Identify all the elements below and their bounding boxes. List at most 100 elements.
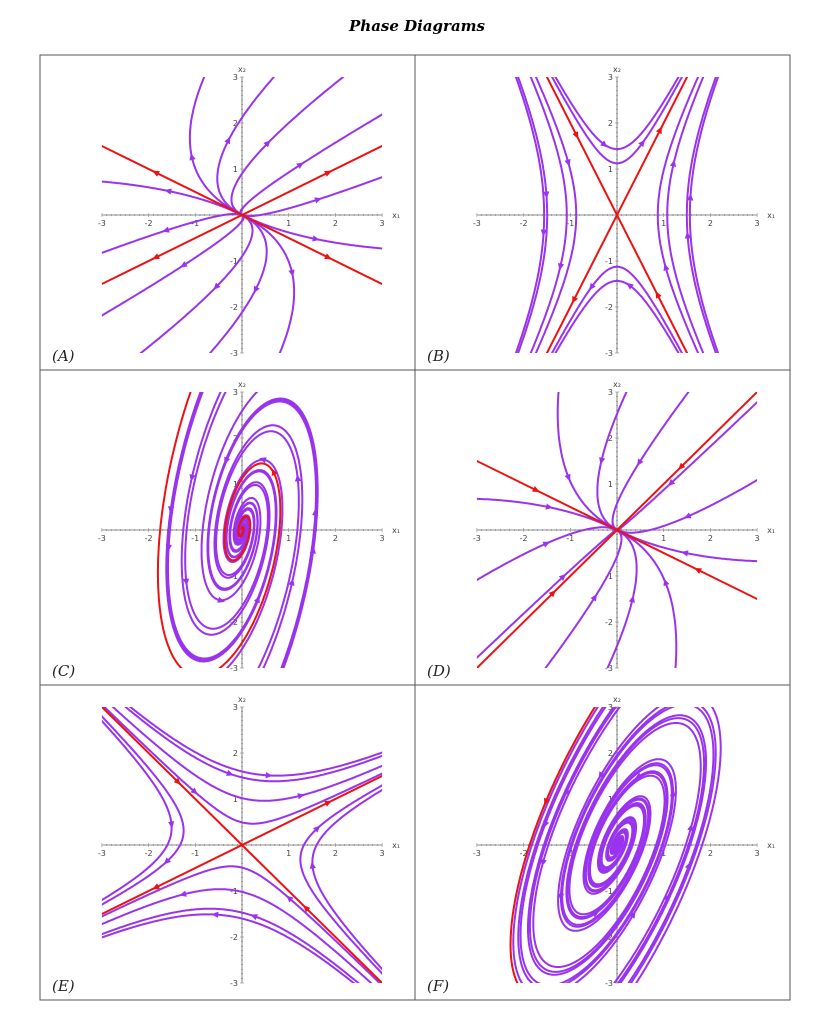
- arrowhead: [253, 595, 260, 604]
- x-axis-label: x₁: [767, 211, 775, 220]
- trajectory: [685, 77, 717, 353]
- y-tick-label: -2: [605, 618, 613, 627]
- trajectory: [550, 77, 684, 165]
- curves: [156, 392, 319, 668]
- x-tick-label: -2: [520, 534, 528, 543]
- trajectory: [512, 707, 677, 983]
- arrowhead: [224, 136, 231, 145]
- arrowhead: [558, 573, 567, 582]
- y-tick-label: -1: [230, 257, 238, 266]
- arrowhead: [684, 231, 691, 239]
- arrowhead: [540, 858, 547, 867]
- trajectory: [206, 397, 319, 668]
- y-tick-label: -3: [230, 979, 238, 988]
- arrowhead: [189, 474, 196, 482]
- y-tick-label: -1: [605, 257, 613, 266]
- arrowhead: [286, 895, 294, 903]
- y-tick-label: 2: [233, 119, 238, 128]
- arrowhead: [288, 578, 295, 586]
- trajectory: [611, 392, 690, 531]
- x-tick-label: 1: [286, 219, 291, 228]
- arrowhead: [168, 821, 175, 829]
- y-tick-label: -2: [230, 303, 238, 312]
- arrowhead: [564, 788, 571, 797]
- phase-panel: -3 -2 -1 1 2 3 3 2 1 -1 -2 -3 x₁ x₂ (D): [427, 380, 775, 680]
- panel-label: (A): [52, 347, 75, 365]
- y-tick-label: 3: [233, 703, 238, 712]
- trajectory: [101, 212, 242, 254]
- arrowhead: [152, 253, 160, 260]
- trajectory: [216, 77, 276, 216]
- y-tick-label: -3: [230, 349, 238, 358]
- y-tick-label: -3: [605, 349, 613, 358]
- arrowhead: [259, 457, 267, 464]
- arrowhead: [687, 193, 694, 201]
- trajectory: [242, 176, 383, 218]
- arrowhead: [543, 820, 550, 829]
- y-axis-label: x₂: [238, 380, 246, 389]
- y-tick-label: 3: [608, 73, 613, 82]
- arrowhead: [312, 235, 320, 242]
- y-tick-label: 2: [608, 119, 613, 128]
- arrowhead: [309, 861, 316, 869]
- arrowhead: [564, 158, 571, 167]
- y-tick-label: -1: [605, 572, 613, 581]
- x-tick-label: -3: [98, 219, 106, 228]
- x-tick-label: -2: [145, 849, 153, 858]
- arrowhead: [324, 253, 332, 260]
- y-tick-label: 1: [608, 165, 613, 174]
- y-axis-label: x₂: [238, 695, 246, 704]
- trajectory: [554, 279, 680, 353]
- arrowhead: [179, 890, 187, 897]
- trajectory: [476, 526, 617, 582]
- trajectory: [514, 77, 546, 353]
- trajectory: [101, 714, 185, 906]
- arrowhead: [572, 131, 579, 139]
- phase-panel: -3 -2 -1 1 2 3 3 2 1 -1 -2 -3 x₁ x₂ (B): [427, 65, 775, 365]
- arrowhead: [629, 911, 636, 919]
- x-tick-label: 2: [333, 219, 338, 228]
- arrowhead: [544, 797, 550, 806]
- y-tick-label: 3: [233, 388, 238, 397]
- arrowhead: [678, 462, 686, 470]
- x-tick-label: -2: [145, 534, 153, 543]
- arrowhead: [680, 550, 689, 557]
- trajectory: [550, 265, 684, 353]
- x-tick-label: 1: [661, 849, 666, 858]
- arrowhead: [213, 282, 221, 290]
- arrowhead: [164, 188, 172, 195]
- x-tick-label: 2: [708, 849, 713, 858]
- arrowhead: [655, 126, 662, 135]
- trajectory: [617, 478, 758, 534]
- y-axis-label: x₂: [238, 65, 246, 74]
- panel-label: (D): [427, 662, 451, 680]
- arrowhead: [182, 578, 190, 586]
- panel-label: (C): [52, 662, 75, 680]
- y-tick-label: 3: [233, 73, 238, 82]
- y-tick-label: -2: [605, 303, 613, 312]
- trajectory: [517, 77, 549, 353]
- arrowhead: [683, 512, 692, 519]
- x-tick-label: -1: [566, 534, 574, 543]
- trajectory: [688, 77, 720, 353]
- y-tick-label: -1: [230, 887, 238, 896]
- trajectory: [617, 400, 758, 531]
- trajectory: [554, 77, 680, 151]
- y-tick-label: 3: [608, 388, 613, 397]
- x-tick-label: -1: [566, 219, 574, 228]
- eigen-line: [476, 459, 758, 601]
- x-tick-label: 1: [286, 849, 291, 858]
- x-tick-label: -1: [191, 219, 199, 228]
- x-axis-label: x₁: [392, 841, 400, 850]
- trajectory: [102, 707, 383, 825]
- arrowhead: [152, 170, 160, 177]
- arrowhead: [637, 458, 644, 467]
- arrowhead: [288, 269, 295, 277]
- arrowhead: [152, 883, 160, 890]
- arrowhead: [324, 170, 332, 177]
- x-tick-label: 2: [333, 534, 338, 543]
- arrowhead: [162, 226, 170, 233]
- arrowhead: [572, 295, 579, 304]
- arrowhead: [655, 291, 662, 299]
